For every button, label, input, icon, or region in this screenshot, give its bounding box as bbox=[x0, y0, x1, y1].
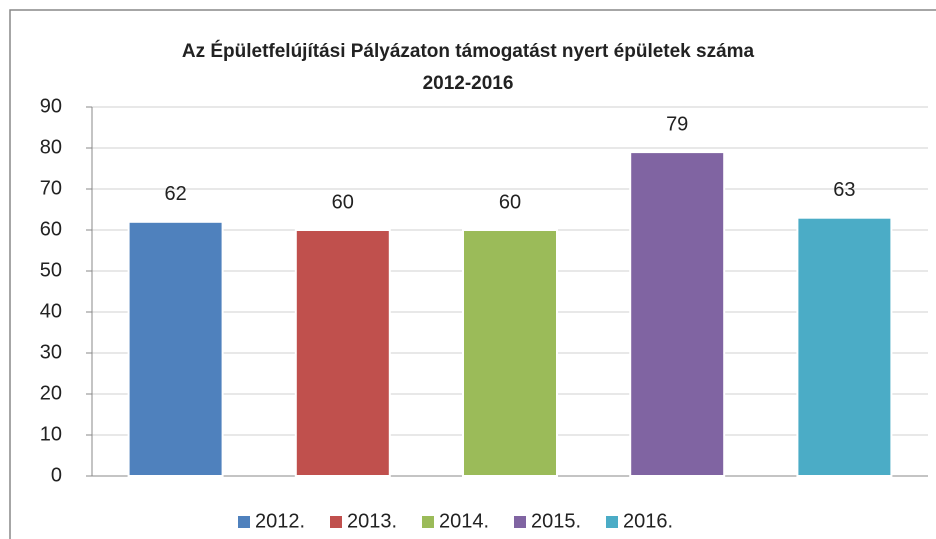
data-label: 79 bbox=[666, 113, 688, 135]
chart-title: 2012-2016 bbox=[423, 73, 514, 94]
y-tick-label: 60 bbox=[40, 218, 62, 240]
legend-label: 2013. bbox=[347, 510, 397, 532]
legend-label: 2012. bbox=[255, 510, 305, 532]
y-tick-label: 20 bbox=[40, 382, 62, 404]
bar bbox=[796, 216, 893, 477]
bar bbox=[127, 220, 224, 477]
legend-label: 2014. bbox=[439, 510, 489, 532]
data-label: 63 bbox=[833, 179, 855, 201]
data-label: 62 bbox=[164, 183, 186, 205]
bar bbox=[629, 151, 726, 477]
legend-label: 2016. bbox=[623, 510, 673, 532]
legend-swatch bbox=[422, 516, 434, 528]
y-tick-label: 80 bbox=[40, 136, 62, 158]
legend-swatch bbox=[238, 516, 250, 528]
y-tick-label: 70 bbox=[40, 177, 62, 199]
y-tick-label: 90 bbox=[40, 95, 62, 117]
legend-swatch bbox=[514, 516, 526, 528]
data-label: 60 bbox=[332, 191, 354, 213]
bar bbox=[462, 229, 558, 477]
bar bbox=[294, 229, 391, 477]
chart-title: Az Épületfelújítási Pályázaton támogatás… bbox=[182, 40, 755, 62]
legend-label: 2015. bbox=[531, 510, 581, 532]
y-tick-label: 30 bbox=[40, 341, 62, 363]
y-tick-label: 0 bbox=[51, 464, 62, 486]
y-tick-label: 40 bbox=[40, 300, 62, 322]
y-tick-label: 50 bbox=[40, 259, 62, 281]
y-tick-label: 10 bbox=[40, 423, 62, 445]
legend-swatch bbox=[606, 516, 618, 528]
legend-swatch bbox=[330, 516, 342, 528]
data-label: 60 bbox=[499, 191, 521, 213]
